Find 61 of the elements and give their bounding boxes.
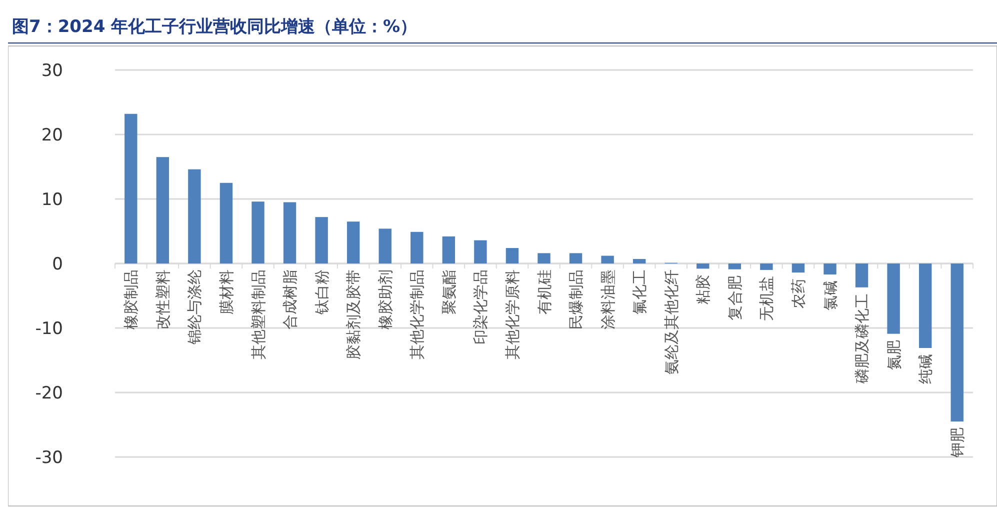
x-tick-label: 钾肥	[948, 428, 966, 459]
x-tick-label: 有机硅	[535, 270, 554, 314]
bar	[442, 236, 456, 264]
x-tick-label: 粘胶	[694, 274, 712, 305]
bar	[506, 248, 519, 264]
bar	[378, 228, 392, 264]
y-tick-label: -10	[35, 318, 63, 339]
bar	[474, 240, 487, 264]
x-tick-label: 胶黏剂及胶带	[344, 270, 363, 360]
bar	[855, 264, 868, 288]
y-tick-label: 30	[41, 60, 63, 81]
y-tick-label: 20	[41, 125, 63, 146]
x-tick-label: 纯碱	[916, 354, 935, 384]
bar	[696, 264, 710, 269]
bar	[315, 217, 328, 264]
x-tick-label: 橡胶制品	[122, 270, 140, 330]
bar	[950, 264, 964, 422]
x-tick-label: 锦纶与涤纶	[186, 270, 204, 346]
bar	[220, 182, 233, 264]
bar	[346, 222, 360, 264]
y-tick-label: -30	[35, 448, 63, 468]
x-tick-label: 其他塑料制品	[249, 270, 268, 360]
x-tick-label: 聚氨酯	[440, 270, 458, 314]
x-tick-label: 氮肥	[884, 340, 903, 370]
bar	[887, 264, 900, 334]
chart-title: 图7：2024 年化工子行业营收同比增速（单位：%）	[12, 17, 418, 37]
x-tick-label: 合成树脂	[281, 270, 300, 330]
x-tick-label: 膜材料	[217, 270, 236, 314]
bar	[569, 253, 582, 264]
y-tick-label: 0	[52, 254, 63, 274]
bar	[918, 264, 932, 348]
bar	[632, 258, 646, 264]
x-tick-label: 橡胶助剂	[376, 270, 394, 330]
x-tick-label: 无机盐	[758, 276, 776, 321]
x-tick-label: 民爆制品	[567, 270, 586, 330]
x-tick-label: 氟化工	[630, 270, 649, 314]
x-tick-label: 其他化学制品	[408, 270, 426, 360]
x-tick-label: 氨纶及其他化纤	[662, 270, 680, 374]
x-tick-label: 钛白粉	[312, 270, 331, 316]
x-tick-label: 印染化学品	[472, 270, 490, 344]
x-tick-label: 农药	[789, 278, 808, 309]
x-tick-label: 其他化学原料	[503, 270, 522, 360]
x-tick-label: 氯碱	[821, 280, 840, 310]
bar	[252, 202, 264, 264]
bar	[283, 202, 296, 264]
bar	[601, 256, 614, 264]
bar	[188, 169, 201, 264]
bar	[760, 264, 773, 270]
bar	[824, 264, 836, 274]
x-tick-label: 复合肥	[726, 275, 744, 320]
bar	[124, 114, 138, 264]
x-tick-label: 磷肥及磷化工	[853, 293, 872, 384]
bar	[156, 157, 170, 264]
bar	[792, 264, 805, 273]
y-tick-label: -20	[35, 383, 63, 404]
bar	[728, 264, 742, 270]
x-tick-label: 涂料油墨	[598, 270, 617, 330]
x-tick-label: 改性塑料	[154, 270, 172, 330]
bar	[410, 232, 424, 264]
y-tick-label: 10	[41, 190, 63, 210]
bar	[538, 253, 550, 264]
